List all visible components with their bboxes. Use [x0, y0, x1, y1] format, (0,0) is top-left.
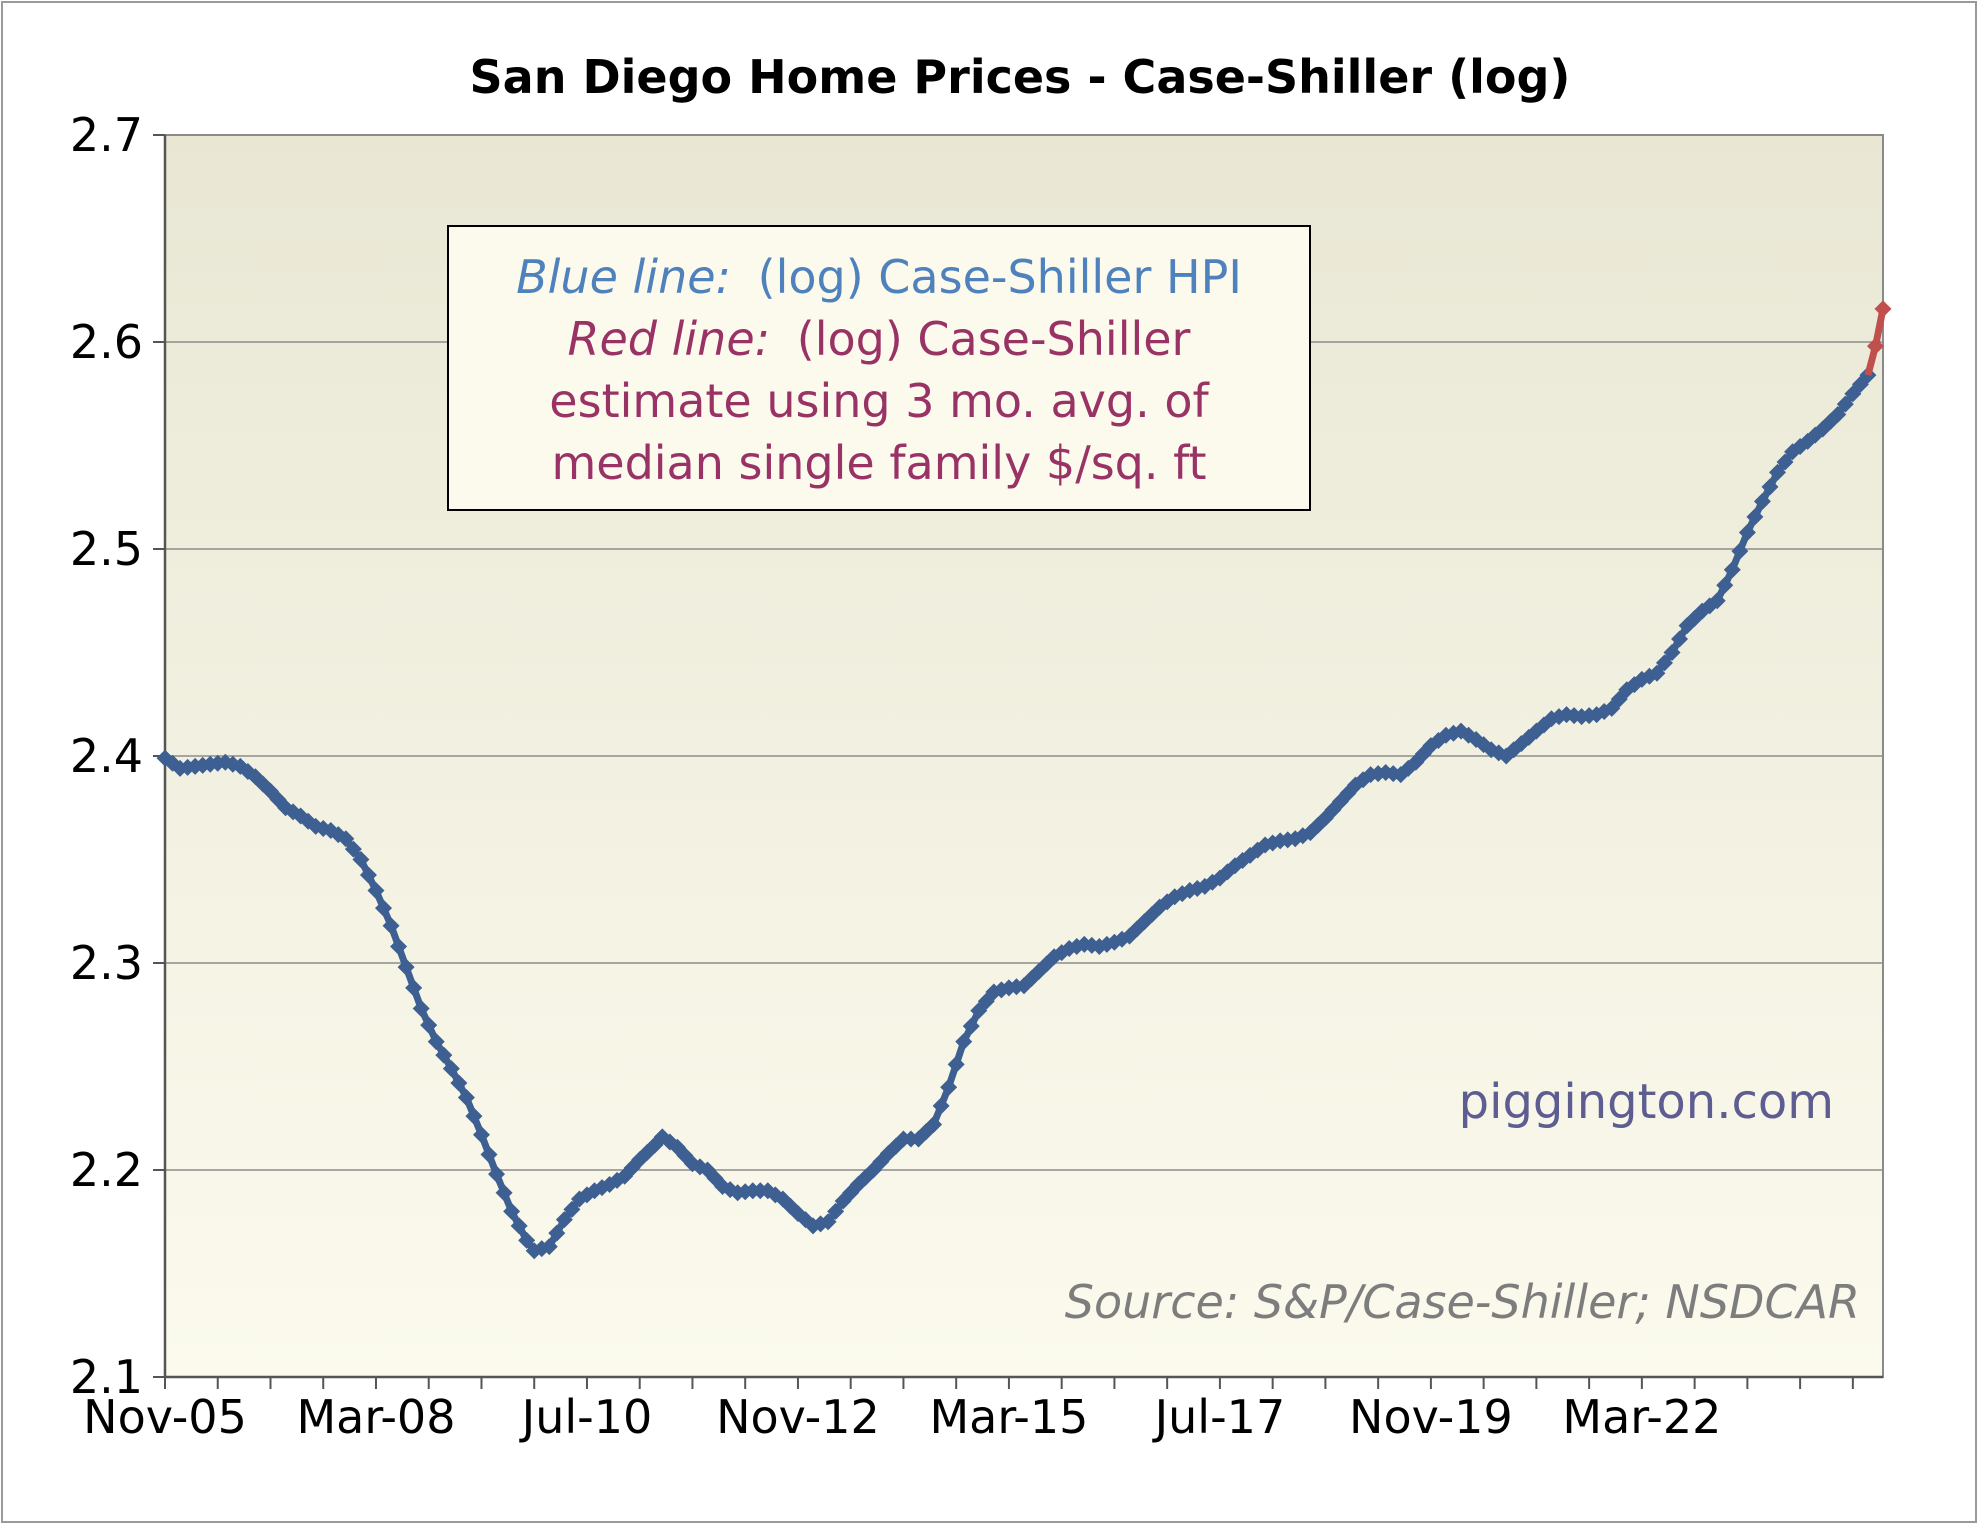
series-blue-marker [962, 1017, 980, 1035]
series-blue-marker [1836, 395, 1854, 413]
legend-line-1: Blue line: (log) Case-Shiller HPI [516, 250, 1242, 304]
series-blue-marker [390, 937, 408, 955]
series-blue-marker [518, 1231, 536, 1249]
y-tick-label: 2.7 [70, 108, 143, 162]
series-blue-marker [1731, 542, 1749, 560]
series-blue-marker [503, 1202, 521, 1220]
series-blue-marker [925, 1115, 943, 1133]
watermark: piggington.com [1459, 1074, 1834, 1130]
series-blue-marker [555, 1211, 573, 1229]
legend-box [447, 225, 1311, 511]
series-blue-marker [1716, 576, 1734, 594]
series-blue-marker [1663, 644, 1681, 661]
series-blue-marker [457, 1089, 475, 1107]
x-tick-label: Nov-05 [83, 1390, 247, 1444]
series-blue-marker [819, 1213, 837, 1231]
series-blue-marker [827, 1202, 845, 1220]
y-tick-label: 2.2 [70, 1143, 143, 1197]
legend-red-label: Red line: [568, 312, 771, 366]
series-blue-marker [1655, 654, 1673, 672]
y-tick-label: 2.4 [70, 729, 143, 783]
x-tick-label: Nov-19 [1349, 1390, 1513, 1444]
series-blue-marker [1769, 463, 1787, 481]
x-tick-label: Nov-12 [716, 1390, 880, 1444]
series-blue-marker [337, 830, 355, 848]
series-blue-marker [1007, 978, 1025, 996]
legend-line-4: median single family $/sq. ft [551, 436, 1206, 490]
series-blue-marker [344, 840, 362, 858]
chart-title: San Diego Home Prices - Case-Shiller (lo… [470, 50, 1571, 104]
series-group [156, 300, 1892, 1260]
y-tick-label: 2.5 [70, 522, 143, 576]
series-blue-marker [397, 958, 415, 976]
legend-blue-text: (log) Case-Shiller HPI [758, 250, 1242, 304]
series-blue-marker [548, 1224, 566, 1242]
series-blue-marker [367, 882, 385, 900]
x-tick-label: Jul-17 [1152, 1390, 1286, 1444]
series-blue-marker [375, 899, 393, 917]
y-tick-label: 2.6 [70, 315, 143, 369]
series-blue-marker [450, 1074, 468, 1092]
series-blue-marker [442, 1060, 460, 1078]
legend-line-3: estimate using 3 mo. avg. of [549, 374, 1210, 428]
series-red-marker [1866, 337, 1884, 355]
series-blue-marker [420, 1016, 438, 1034]
series-blue-marker [510, 1217, 528, 1235]
source-note: Source: S&P/Case-Shiller; NSDCAR [1065, 1275, 1860, 1329]
series-blue-marker [488, 1165, 506, 1183]
series-blue-marker [1829, 405, 1847, 423]
series-blue-marker [382, 917, 400, 935]
y-axis-ticks: 2.1 2.2 2.3 2.4 2.5 2.6 2.7 [70, 108, 165, 1404]
series-blue-marker [1746, 508, 1764, 526]
series-blue-marker [563, 1200, 581, 1218]
series-blue-marker [359, 866, 377, 884]
series-blue-marker [932, 1097, 950, 1115]
legend-red-text: (log) Case-Shiller [797, 312, 1191, 366]
x-tick-label: Jul-10 [519, 1390, 653, 1444]
series-blue-marker [352, 851, 370, 868]
series-blue-marker [940, 1078, 958, 1096]
x-axis-ticks: Nov-05 Mar-08 Jul-10 Nov-12 Mar-15 Jul-17 Nov-… [83, 1377, 1854, 1444]
x-tick-label: Mar-08 [296, 1390, 455, 1444]
series-blue-marker [405, 979, 423, 997]
series-blue-marker [1761, 478, 1779, 496]
series-blue-marker [1776, 453, 1794, 471]
series-blue-marker [540, 1238, 558, 1256]
series-blue-marker [435, 1046, 453, 1064]
series-blue-marker [955, 1033, 973, 1051]
series-red-marker [1874, 300, 1892, 318]
x-tick-label: Mar-15 [929, 1390, 1088, 1444]
series-blue-marker [1708, 592, 1726, 610]
series-blue-marker [947, 1055, 965, 1073]
series-blue-marker [1723, 561, 1741, 579]
x-tick-label: Mar-22 [1562, 1390, 1721, 1444]
series-blue-marker [495, 1184, 513, 1202]
series-blue-marker [1648, 664, 1666, 682]
series-blue-marker [412, 1000, 430, 1018]
legend: Blue line: (log) Case-Shiller HPI Red li… [447, 225, 1311, 511]
series-blue-marker [1738, 523, 1756, 541]
series-blue-marker [480, 1145, 498, 1163]
series-blue-marker [1753, 492, 1771, 510]
series-blue-marker [1671, 630, 1689, 648]
series-blue-marker [427, 1033, 445, 1051]
series-blue-marker [465, 1107, 483, 1125]
series-blue-marker [472, 1126, 490, 1144]
y-tick-label: 2.1 [70, 1350, 143, 1404]
legend-line-2: Red line: (log) Case-Shiller [568, 312, 1191, 366]
legend-blue-label: Blue line: [516, 250, 731, 304]
y-tick-label: 2.3 [70, 936, 143, 990]
